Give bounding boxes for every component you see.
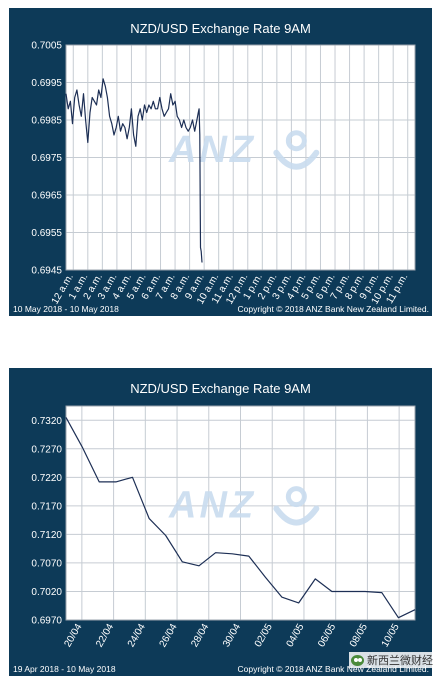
anz-logo-text: ANZ	[168, 484, 256, 526]
y-tick-label: 0.7320	[31, 416, 62, 427]
anz-logo-figure-head	[285, 130, 307, 152]
footer-date-range: 19 Apr 2018 - 10 May 2018	[13, 664, 116, 674]
wechat-icon	[351, 654, 364, 666]
chart-title: NZD/USD Exchange Rate 9AM	[130, 381, 311, 396]
footer-copyright: Copyright © 2018 ANZ Bank New Zealand Li…	[238, 304, 429, 314]
anz-logo: ANZ	[168, 484, 320, 526]
y-tick-label: 0.6945	[31, 266, 62, 277]
y-tick-label: 0.6985	[31, 116, 62, 127]
y-tick-label: 0.7020	[31, 587, 62, 598]
footer-date-range: 10 May 2018 - 10 May 2018	[13, 304, 119, 314]
y-tick-label: 0.7005	[31, 41, 62, 52]
y-tick-label: 0.7120	[31, 530, 62, 541]
series-line	[65, 417, 416, 619]
chart-title: NZD/USD Exchange Rate 9AM	[130, 21, 311, 36]
anz-logo: ANZ	[168, 129, 320, 171]
y-tick-label: 0.6995	[31, 78, 62, 89]
y-tick-label: 0.6975	[31, 153, 62, 164]
y-tick-label: 0.7220	[31, 473, 62, 484]
watermark-text: 新西兰微财经	[367, 654, 433, 667]
wechat-watermark: 新西兰微财经	[349, 652, 435, 668]
plot-border	[65, 44, 416, 271]
y-tick-label: 0.6970	[31, 616, 62, 627]
y-tick-label: 0.6965	[31, 191, 62, 202]
anz-logo-figure-body	[273, 505, 320, 526]
y-tick-label: 0.7070	[31, 558, 62, 569]
series-line	[65, 78, 203, 263]
intraday-chart: NZD/USD Exchange Rate 9AM 0.7005 0.6995 0.6…	[9, 8, 432, 316]
y-tick-label: 0.7170	[31, 501, 62, 512]
y-tick-label: 0.6955	[31, 228, 62, 239]
y-tick-label: 0.7270	[31, 444, 62, 455]
anz-logo-text: ANZ	[168, 129, 256, 171]
anz-logo-figure-body	[273, 149, 320, 170]
plot-border	[65, 405, 416, 621]
anz-logo-figure-head	[285, 486, 307, 508]
three-week-chart: NZD/USD Exchange Rate 9AM 0.7320 0.7270 0.7…	[9, 368, 432, 676]
footer-copyright: Copyright © 2018 ANZ Bank New Zealand Li…	[238, 664, 429, 674]
